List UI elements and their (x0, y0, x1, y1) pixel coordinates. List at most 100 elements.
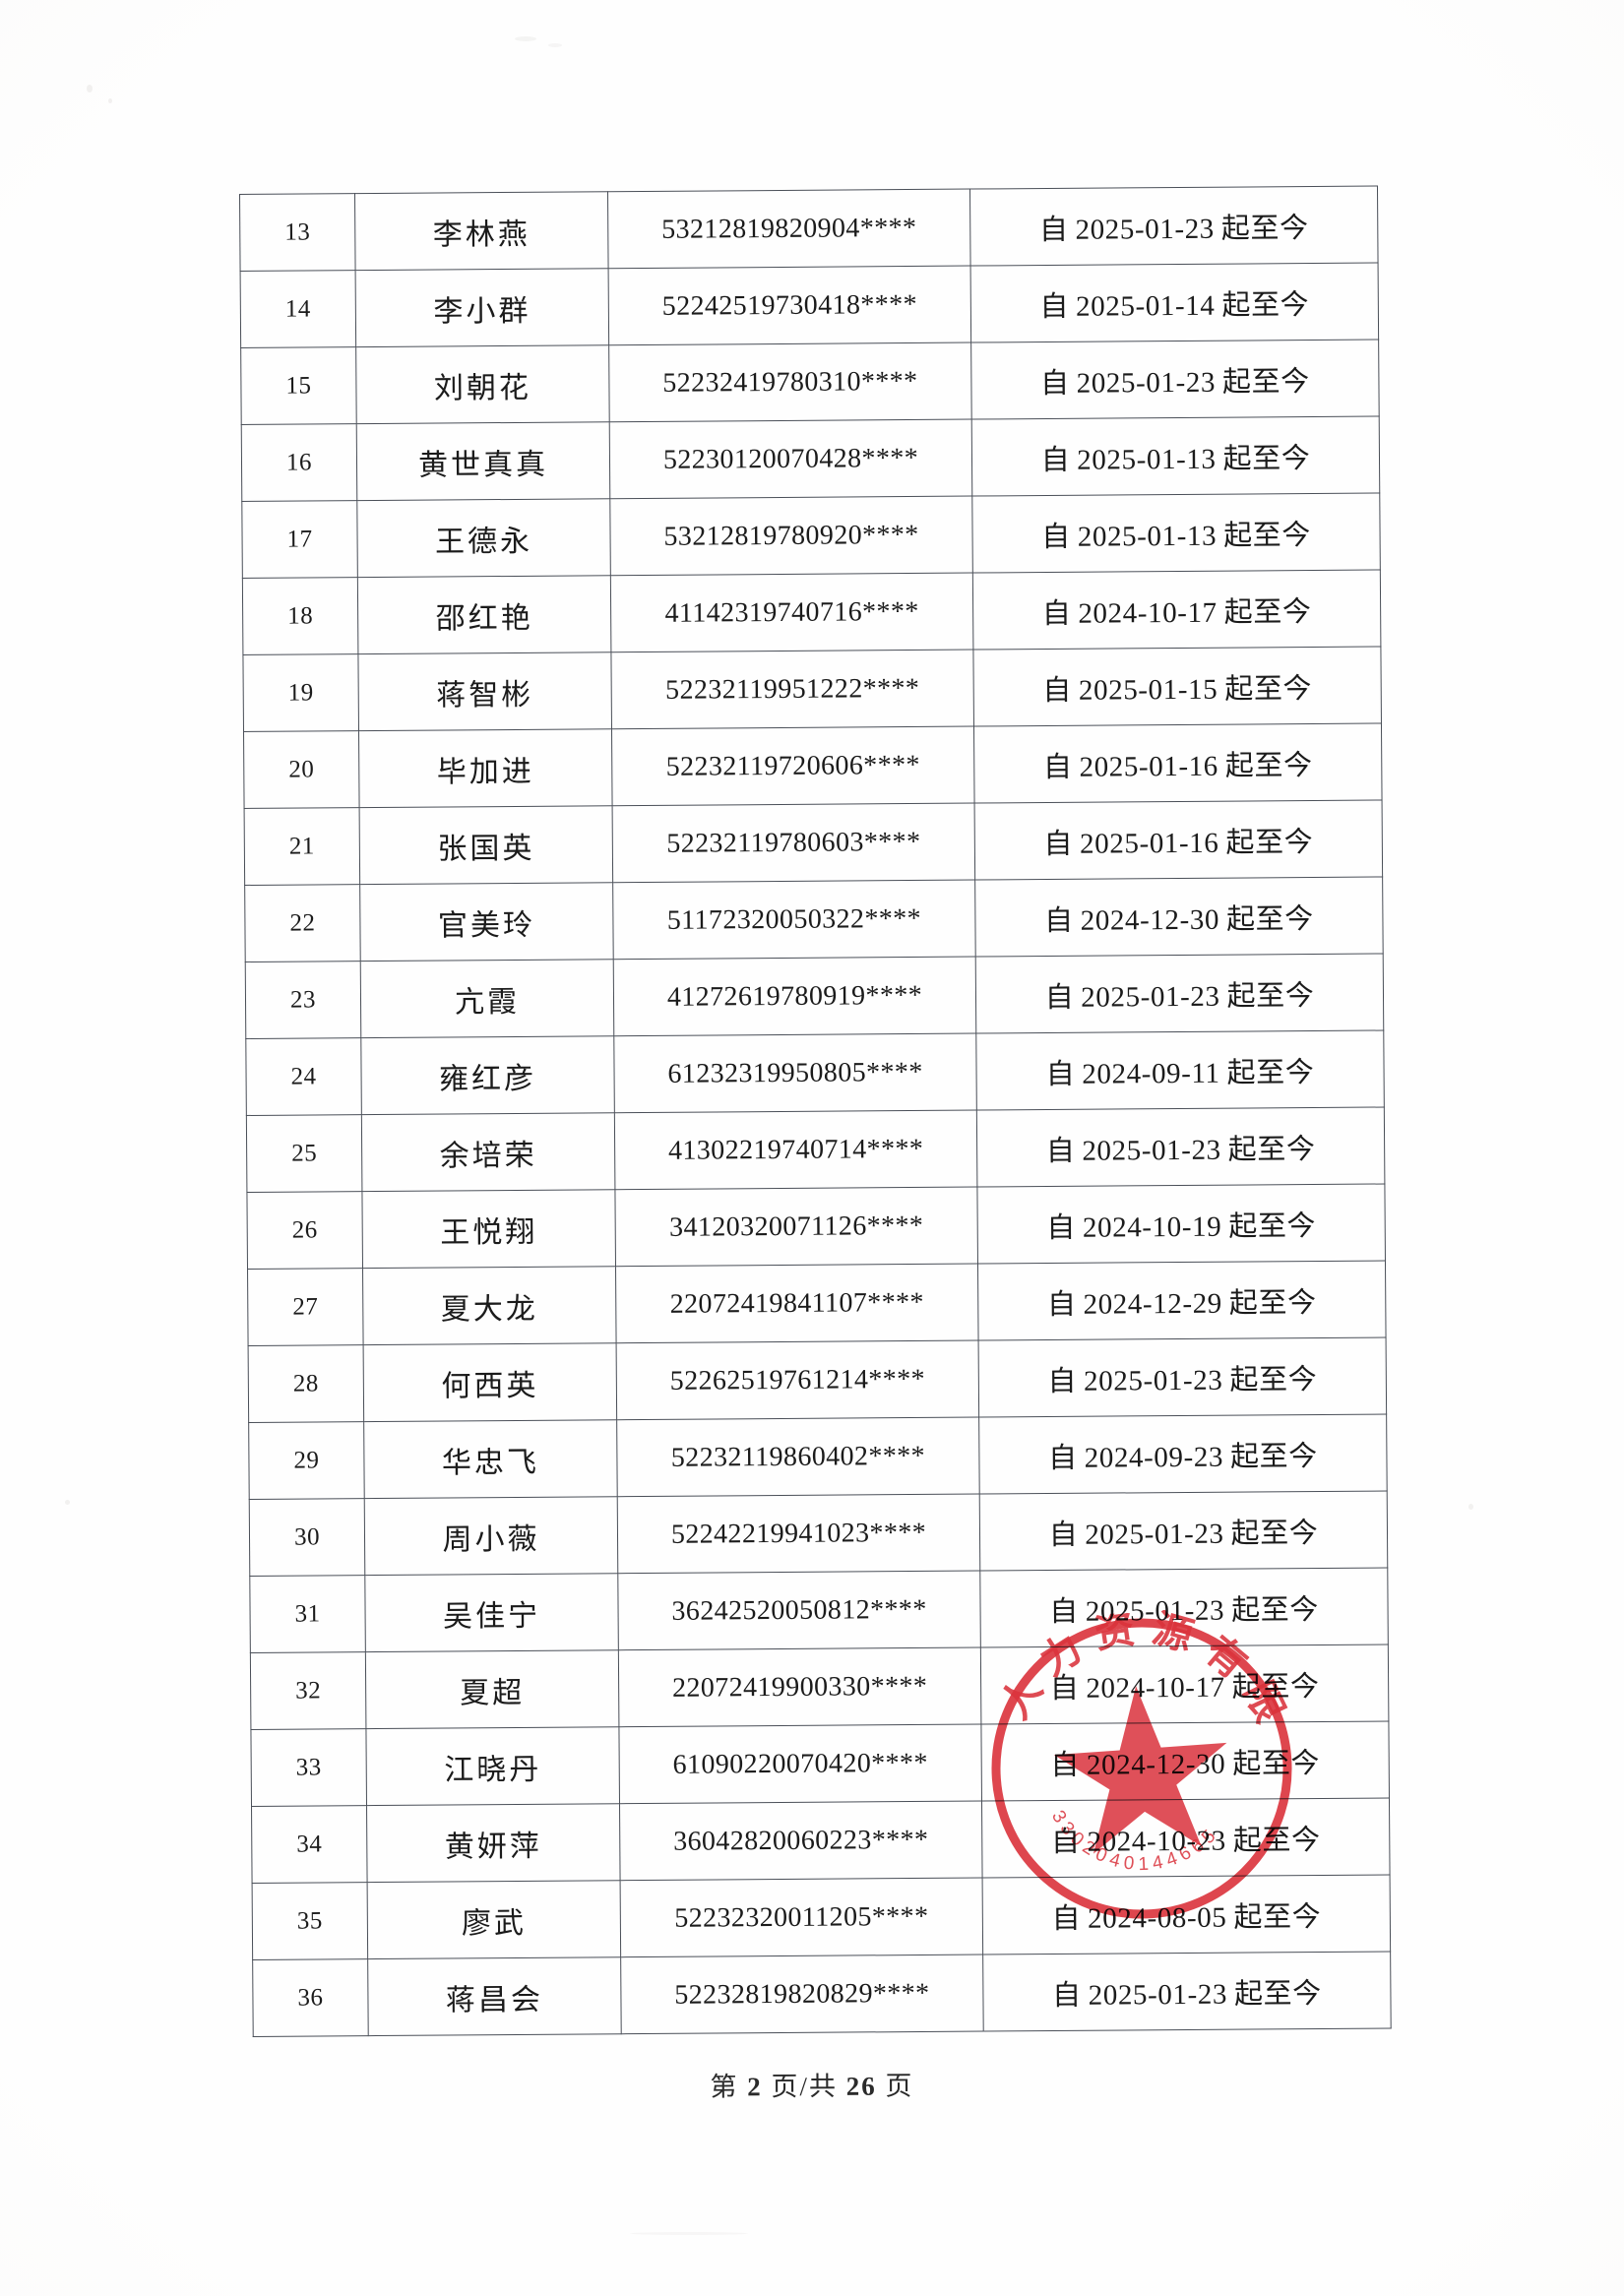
row-index: 28 (248, 1344, 364, 1423)
period-date: 2025-01-23 (1088, 1978, 1228, 2012)
roster-table: 13 李林燕 53212819820904**** 自 2025-01-23 起至今… (239, 186, 1392, 2037)
row-period: 自 2025-01-23 起至今 (975, 954, 1384, 1034)
period-suffix: 起至今 (1224, 749, 1313, 782)
row-index: 32 (250, 1651, 366, 1730)
row-index: 17 (241, 500, 358, 579)
period-date: 2025-01-23 (1082, 1134, 1221, 1167)
row-index: 33 (250, 1728, 367, 1807)
row-name: 邵红艳 (357, 575, 611, 654)
period-prefix: 自 (1042, 751, 1073, 783)
period-prefix: 自 (1047, 1442, 1078, 1474)
row-id-number: 53212819820904**** (607, 189, 971, 269)
row-name: 黄世真真 (356, 421, 610, 501)
row-name: 李林燕 (354, 191, 609, 271)
row-name: 李小群 (355, 268, 609, 347)
period-prefix: 自 (1050, 1749, 1081, 1781)
period-prefix: 自 (1046, 1211, 1077, 1244)
row-period: 自 2025-01-23 起至今 (969, 186, 1379, 267)
period-date: 2025-01-23 (1085, 1518, 1224, 1551)
row-id-number: 52232320011205**** (620, 1878, 983, 1957)
row-id-number: 52232119860402**** (616, 1417, 980, 1497)
row-id-number: 36042820060223**** (619, 1801, 983, 1881)
period-date: 2024-10-17 (1078, 596, 1218, 630)
row-index: 26 (246, 1191, 363, 1270)
table-row: 27 夏大龙 22072419841107**** 自 2024-12-29 起至今 (247, 1260, 1387, 1346)
row-period: 自 2024-10-23 起至今 (981, 1797, 1391, 1879)
row-index: 16 (241, 423, 357, 502)
row-id-number: 41302219740714**** (614, 1110, 977, 1190)
table-row: 20 毕加进 52232119720606**** 自 2025-01-16 起至今 (243, 723, 1383, 809)
row-index: 30 (249, 1498, 365, 1577)
period-prefix: 自 (1043, 828, 1074, 860)
period-date: 2025-01-15 (1078, 673, 1218, 707)
period-date: 2025-01-13 (1077, 443, 1217, 476)
row-name: 夏超 (365, 1649, 619, 1729)
period-prefix: 自 (1041, 521, 1071, 553)
row-name: 余培荣 (361, 1112, 615, 1192)
period-date: 2024-12-30 (1080, 903, 1220, 937)
period-date: 2024-09-23 (1084, 1441, 1224, 1474)
row-index: 14 (240, 270, 356, 348)
table-row: 31 吴佳宁 36242520050812**** 自 2025-01-23 起至今 (249, 1567, 1389, 1653)
row-id-number: 22072419900330**** (618, 1647, 981, 1727)
row-index: 31 (249, 1575, 366, 1653)
row-period: 自 2024-08-05 起至今 (982, 1874, 1391, 1955)
row-name: 官美玲 (359, 882, 614, 962)
table-row: 16 黄世真真 52230120070428**** 自 2025-01-13 起至… (241, 416, 1380, 502)
row-period: 自 2025-01-23 起至今 (982, 1951, 1392, 2032)
period-suffix: 起至今 (1222, 442, 1311, 475)
period-date: 2025-01-23 (1085, 1594, 1225, 1628)
period-suffix: 起至今 (1229, 1363, 1318, 1396)
table-row: 35 廖武 52232320011205**** 自 2024-08-05 起至今 (252, 1874, 1391, 1960)
table-row: 19 蒋智彬 52232119951222**** 自 2025-01-15 起至今 (242, 647, 1382, 732)
row-period: 自 2025-01-16 起至今 (973, 723, 1383, 804)
table-row: 18 邵红艳 41142319740716**** 自 2024-10-17 起至今 (242, 570, 1381, 655)
row-name: 王德永 (356, 498, 611, 578)
period-prefix: 自 (1041, 597, 1072, 630)
scan-speck (1468, 1504, 1473, 1510)
row-id-number: 41142319740716**** (610, 573, 973, 652)
row-period: 自 2024-12-29 起至今 (977, 1260, 1387, 1341)
table-row: 26 王悦翔 34120320071126**** 自 2024-10-19 起至今 (246, 1183, 1386, 1270)
footer-middle: 页/共 (771, 2071, 839, 2102)
period-prefix: 自 (1050, 1826, 1081, 1858)
period-suffix: 起至今 (1228, 1286, 1317, 1320)
period-date: 2024-09-11 (1082, 1057, 1220, 1090)
row-id-number: 34120320071126**** (614, 1187, 978, 1267)
row-id-number: 36242520050812**** (617, 1571, 981, 1650)
table-row: 17 王德永 53212819780920**** 自 2025-01-13 起至今 (241, 493, 1381, 579)
period-date: 2025-01-23 (1083, 1364, 1223, 1397)
period-suffix: 起至今 (1228, 1210, 1317, 1243)
period-date: 2024-10-23 (1087, 1825, 1226, 1858)
row-period: 自 2025-01-16 起至今 (974, 800, 1383, 881)
period-date: 2025-01-13 (1077, 520, 1218, 553)
period-prefix: 自 (1046, 1288, 1077, 1321)
period-prefix: 自 (1049, 1595, 1079, 1628)
row-index: 36 (252, 1958, 369, 2037)
period-prefix: 自 (1047, 1365, 1078, 1397)
table-row: 15 刘朝花 52232419780310**** 自 2025-01-23 起至今 (240, 340, 1380, 425)
row-period: 自 2025-01-13 起至今 (971, 493, 1381, 574)
table-row: 25 余培荣 41302219740714**** 自 2025-01-23 起至今 (246, 1106, 1385, 1193)
period-date: 2025-01-14 (1075, 289, 1216, 323)
row-index: 21 (244, 807, 360, 886)
period-suffix: 起至今 (1223, 595, 1312, 629)
table-row: 36 蒋昌会 52232819820829**** 自 2025-01-23 起至今 (252, 1951, 1392, 2037)
table-row: 29 华忠飞 52232119860402**** 自 2024-09-23 起至今 (248, 1413, 1388, 1500)
period-prefix: 自 (1051, 1979, 1082, 2012)
period-suffix: 起至今 (1225, 826, 1314, 859)
period-date: 2024-12-30 (1086, 1748, 1226, 1781)
row-name: 毕加进 (358, 728, 613, 808)
scan-speck (65, 1500, 70, 1505)
row-name: 吴佳宁 (364, 1573, 619, 1652)
period-date: 2025-01-16 (1079, 750, 1218, 783)
period-prefix: 自 (1049, 1672, 1080, 1705)
row-id-number: 52242519730418**** (608, 266, 971, 345)
period-date: 2025-01-23 (1075, 213, 1215, 246)
row-id-number: 52232119720606**** (611, 726, 975, 806)
period-date: 2024-10-17 (1086, 1671, 1225, 1705)
row-period: 自 2024-12-30 起至今 (980, 1720, 1390, 1802)
table-row: 14 李小群 52242519730418**** 自 2025-01-14 起至今 (240, 263, 1379, 348)
period-suffix: 起至今 (1226, 979, 1315, 1013)
table-row: 13 李林燕 53212819820904**** 自 2025-01-23 起至今 (239, 186, 1379, 272)
